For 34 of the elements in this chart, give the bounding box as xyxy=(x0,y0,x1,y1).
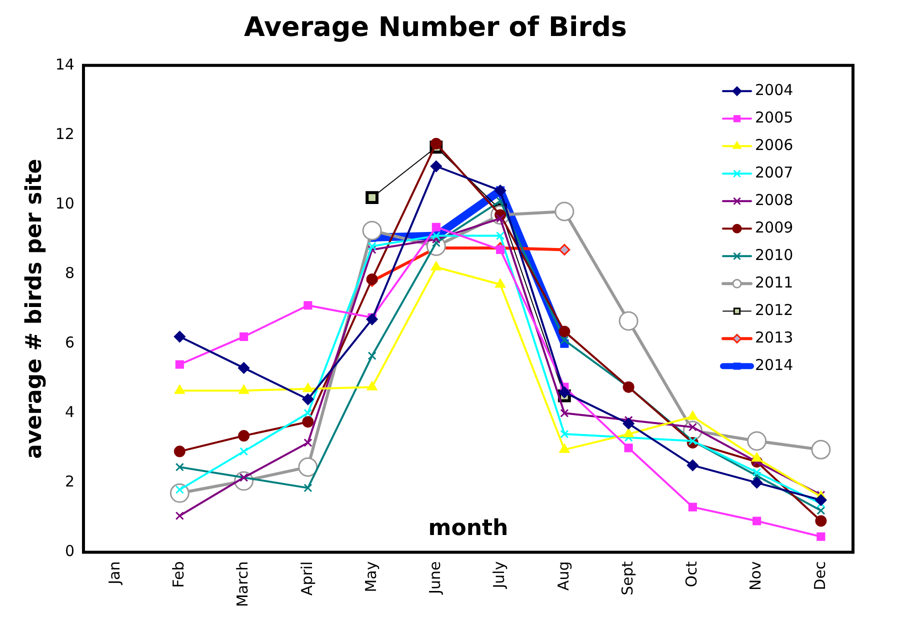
legend-label: 2008 xyxy=(755,191,794,210)
y-tick-label: 0 xyxy=(64,542,74,560)
legend-label: 2010 xyxy=(755,246,794,264)
x-tick-label: April xyxy=(298,561,316,596)
legend-label: 2009 xyxy=(755,218,794,237)
y-tick-label: 2 xyxy=(64,472,74,491)
x-tick-label: Oct xyxy=(682,561,701,588)
x-tick-label: Sept xyxy=(618,561,636,596)
legend-label: 2007 xyxy=(755,164,794,182)
x-tick-label: Aug xyxy=(554,561,572,591)
y-tick-label: 12 xyxy=(55,124,74,143)
x-tick-label: Dec xyxy=(810,561,829,590)
y-tick-label: 4 xyxy=(64,403,74,422)
y-axis-title: average # birds per site xyxy=(22,158,47,459)
x-tick-label: Feb xyxy=(170,561,188,588)
x-tick-label: Nov xyxy=(746,561,765,591)
chart-title: Average Number of Birds xyxy=(244,12,627,44)
y-tick-label: 6 xyxy=(64,334,74,352)
x-tick-label: Jan xyxy=(105,561,124,586)
legend-label: 2011 xyxy=(755,274,794,292)
x-tick-label: May xyxy=(362,561,380,592)
legend-label: 2014 xyxy=(755,356,794,374)
x-tick-label: July xyxy=(490,561,508,590)
legend-label: 2004 xyxy=(755,81,794,100)
x-axis-title: month xyxy=(428,516,508,541)
x-tick-label: June xyxy=(426,561,444,595)
legend-label: 2012 xyxy=(755,301,794,320)
legend-label: 2013 xyxy=(755,328,794,347)
y-tick-label: 10 xyxy=(55,194,74,212)
y-tick-label: 14 xyxy=(55,55,74,74)
legend-label: 2005 xyxy=(755,108,794,127)
y-tick-label: 8 xyxy=(64,264,74,282)
x-tick-label: March xyxy=(234,561,252,608)
legend-label: 2006 xyxy=(755,136,794,154)
